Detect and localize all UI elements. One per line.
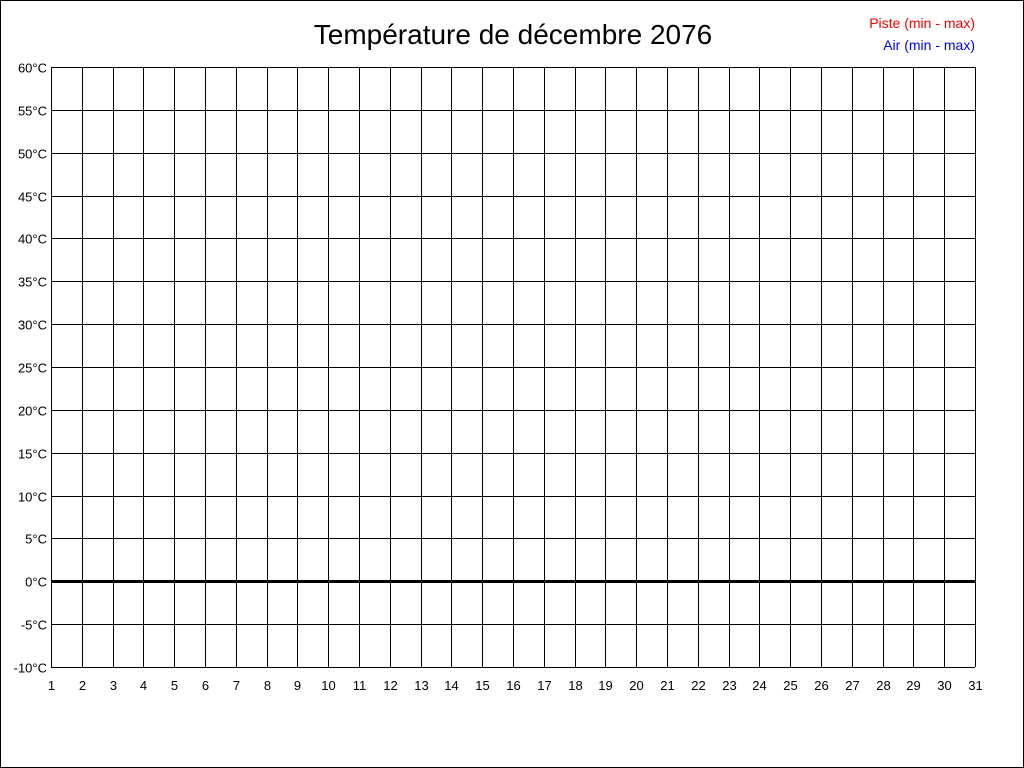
y-tick-label: 60°C <box>18 61 47 76</box>
x-tick-label: 18 <box>568 678 582 693</box>
x-tick-label: 15 <box>475 678 489 693</box>
x-tick-label: 11 <box>353 678 367 693</box>
x-tick-label: 31 <box>968 678 982 693</box>
y-tick-label: 5°C <box>25 532 47 547</box>
x-tick-label: 25 <box>783 678 797 693</box>
x-tick-label: 14 <box>444 678 458 693</box>
x-tick-label: 7 <box>233 678 240 693</box>
x-tick-label: 13 <box>414 678 428 693</box>
legend-item-air: Air (min - max) <box>883 37 975 53</box>
legend-item-piste: Piste (min - max) <box>869 15 975 31</box>
x-tick-label: 23 <box>722 678 736 693</box>
x-tick-label: 20 <box>629 678 643 693</box>
y-tick-label: 40°C <box>18 232 47 247</box>
x-tick-label: 4 <box>140 678 147 693</box>
y-tick-label: 55°C <box>18 104 47 119</box>
y-tick-label: 25°C <box>18 361 47 376</box>
y-tick-label: -10°C <box>14 661 47 676</box>
x-tick-label: 10 <box>321 678 335 693</box>
y-tick-label: 0°C <box>25 575 47 590</box>
x-tick-label: 6 <box>202 678 209 693</box>
chart-title: Température de décembre 2076 <box>313 19 713 50</box>
y-tick-label: 35°C <box>18 275 47 290</box>
x-tick-label: 1 <box>48 678 55 693</box>
x-tick-label: 9 <box>294 678 301 693</box>
x-tick-label: 22 <box>691 678 705 693</box>
y-tick-label: 15°C <box>18 447 47 462</box>
x-tick-label: 28 <box>876 678 890 693</box>
x-tick-label: 30 <box>937 678 951 693</box>
x-tick-label: 12 <box>383 678 397 693</box>
x-tick-label: 5 <box>171 678 178 693</box>
y-tick-label: 50°C <box>18 147 47 162</box>
y-tick-label: 10°C <box>18 490 47 505</box>
y-tick-label: -5°C <box>21 618 47 633</box>
x-tick-label: 24 <box>752 678 766 693</box>
x-tick-label: 26 <box>814 678 828 693</box>
x-tick-label: 27 <box>845 678 859 693</box>
x-tick-label: 8 <box>264 678 271 693</box>
x-tick-label: 29 <box>906 678 920 693</box>
y-tick-label: 45°C <box>18 190 47 205</box>
x-tick-label: 19 <box>598 678 612 693</box>
y-tick-label: 20°C <box>18 404 47 419</box>
y-tick-label: 30°C <box>18 318 47 333</box>
x-tick-label: 3 <box>110 678 117 693</box>
x-tick-label: 17 <box>537 678 551 693</box>
x-tick-label: 16 <box>506 678 520 693</box>
x-tick-label: 21 <box>660 678 674 693</box>
x-tick-label: 2 <box>79 678 86 693</box>
